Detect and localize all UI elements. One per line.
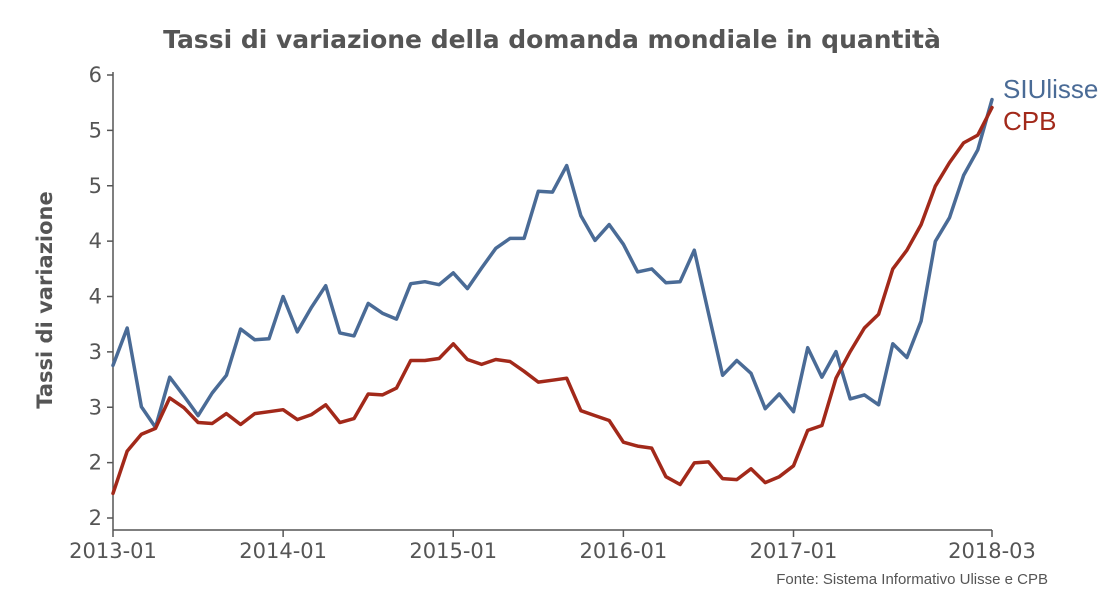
y-tick-label: 3 [89, 395, 102, 419]
series-label-siulisse: SIUlisse [1003, 74, 1098, 104]
y-tick-label: 4 [89, 285, 102, 309]
x-tick-label: 2015-01 [409, 539, 497, 563]
source-note: Fonte: Sistema Informativo Ulisse e CPB [776, 571, 1048, 588]
axes [112, 72, 992, 531]
x-tick-label: 2018-03 [948, 539, 1036, 563]
y-tick-label: 2 [89, 451, 102, 475]
y-axis-ticks: 2 2 3 3 4 4 5 5 6 [89, 63, 113, 530]
x-tick-label: 2017-01 [750, 539, 838, 563]
x-tick-label: 2014-01 [239, 539, 327, 563]
y-axis-label: Tassi di variazione [33, 191, 57, 408]
series-line-cpb [111, 105, 994, 496]
y-tick-label: 2 [89, 506, 102, 530]
series-label-cpb: CPB [1003, 106, 1056, 136]
y-tick-label: 5 [89, 174, 102, 198]
y-tick-label: 4 [89, 229, 102, 253]
y-tick-label: 3 [89, 340, 102, 364]
x-tick-label: 2013-01 [69, 539, 157, 563]
x-tick-label: 2016-01 [580, 539, 668, 563]
y-tick-label: 5 [89, 118, 102, 142]
series-line-siulisse [111, 97, 994, 430]
x-axis-ticks: 2013-01 2014-01 2015-01 2016-01 2017-01 2018-… [69, 530, 1036, 563]
series-lines [111, 97, 994, 496]
y-tick-label: 6 [89, 63, 102, 87]
chart-title: Tassi di variazione della domanda mondia… [163, 25, 941, 54]
